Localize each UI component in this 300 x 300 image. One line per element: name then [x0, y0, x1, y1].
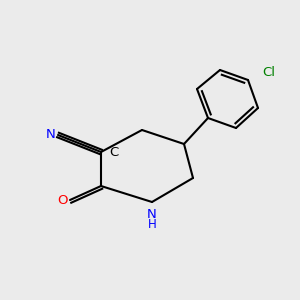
Text: Cl: Cl: [262, 65, 275, 79]
Text: O: O: [57, 194, 68, 206]
Text: N: N: [147, 208, 157, 220]
Text: C: C: [110, 146, 118, 158]
Text: N: N: [46, 128, 56, 142]
Text: H: H: [148, 218, 156, 231]
